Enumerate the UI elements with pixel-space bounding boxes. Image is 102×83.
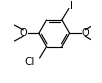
Text: O: O [82, 28, 89, 38]
Text: O: O [19, 28, 27, 38]
Text: Cl: Cl [24, 57, 34, 67]
Text: I: I [70, 1, 73, 11]
